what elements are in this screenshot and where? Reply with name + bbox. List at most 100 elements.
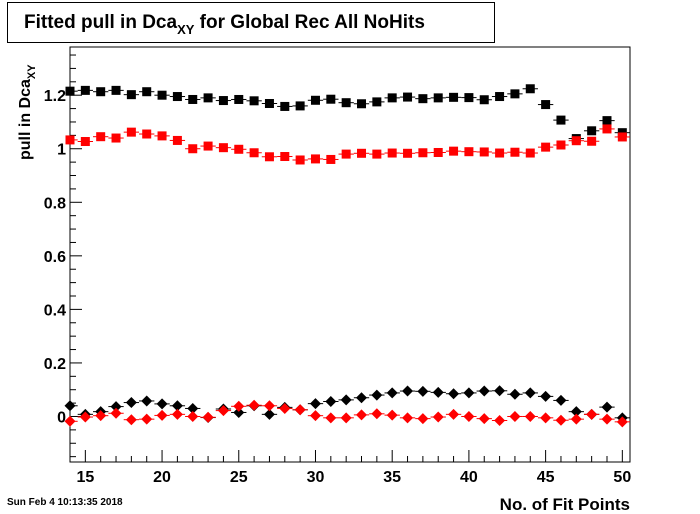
data-point [325, 395, 337, 407]
data-point [188, 94, 198, 104]
data-point [357, 148, 367, 158]
data-point [279, 402, 291, 414]
y-tick-label: 0 [57, 409, 66, 426]
chart-title-subscript: XY [177, 22, 195, 37]
chart-title-box: Fitted pull in DcaXY for Global Rec All … [7, 2, 495, 43]
data-point [540, 412, 552, 424]
x-axis-title: No. of Fit Points [500, 495, 630, 514]
data-point [371, 389, 383, 401]
data-points [64, 84, 630, 428]
data-point [432, 386, 444, 398]
x-tick-label: 35 [383, 469, 401, 486]
data-point [79, 411, 91, 423]
data-point [372, 149, 382, 159]
data-point [510, 147, 520, 157]
data-point [157, 90, 167, 100]
data-point [264, 98, 274, 108]
data-point [202, 411, 214, 423]
data-point [478, 413, 490, 425]
data-point [463, 410, 475, 422]
data-point [418, 148, 428, 158]
data-point [524, 410, 536, 422]
data-point [602, 116, 612, 126]
data-point [586, 408, 598, 420]
series-3 [64, 399, 630, 428]
data-point [263, 408, 275, 420]
data-point [340, 412, 352, 424]
y-tick-label: 0.2 [44, 356, 66, 373]
data-point [64, 415, 76, 427]
data-point [448, 388, 460, 400]
data-point [326, 154, 336, 164]
data-point [449, 146, 459, 156]
data-point [264, 152, 274, 162]
y-tick-label: 0.4 [44, 302, 66, 319]
data-point [309, 398, 321, 410]
data-point [402, 412, 414, 424]
data-point [541, 142, 551, 152]
data-point [372, 97, 382, 107]
data-point [525, 148, 535, 158]
data-point [203, 93, 213, 103]
data-point [218, 96, 228, 106]
data-point [371, 408, 383, 420]
data-point [141, 395, 153, 407]
data-point [417, 413, 429, 425]
data-point [402, 385, 414, 397]
data-point [125, 397, 137, 409]
data-point [326, 94, 336, 104]
data-point [495, 92, 505, 102]
data-point [295, 101, 305, 111]
data-point [403, 92, 413, 102]
data-point [571, 136, 581, 146]
data-point [233, 406, 245, 418]
y-axis-title: pull in DcaXY [17, 64, 38, 160]
data-point [263, 400, 275, 412]
data-point [495, 148, 505, 158]
data-point [417, 385, 429, 397]
plot-border [69, 46, 631, 463]
data-point [448, 408, 460, 420]
data-point [555, 414, 567, 426]
chart-title-suffix: for Global Rec All NoHits [194, 12, 425, 33]
data-point [111, 133, 121, 143]
data-point [126, 90, 136, 100]
data-point [249, 96, 259, 106]
data-point [587, 136, 597, 146]
data-point [433, 147, 443, 157]
data-point [110, 407, 122, 419]
data-point [188, 144, 198, 154]
data-point [525, 84, 535, 94]
data-point [478, 385, 490, 397]
x-axis: 15 20 25 30 35 40 45 50 [69, 450, 631, 486]
data-point [494, 415, 506, 426]
x-tick-label: 50 [613, 469, 631, 486]
data-point [541, 100, 551, 110]
data-point [294, 404, 306, 416]
data-point [463, 387, 475, 399]
data-point [218, 143, 228, 153]
data-point [64, 400, 76, 412]
data-point [126, 127, 136, 137]
y-tick-label: 1.2 [44, 88, 66, 105]
series-1 [65, 124, 630, 165]
data-point [80, 137, 90, 147]
data-point [524, 387, 536, 399]
data-point [142, 87, 152, 97]
data-point [418, 94, 428, 104]
data-point [111, 85, 121, 95]
data-point [479, 147, 489, 157]
data-point [356, 409, 368, 421]
data-point [95, 410, 107, 422]
data-point [141, 413, 153, 425]
y-tick-label: 1 [57, 142, 66, 159]
data-point [555, 394, 567, 406]
x-tick-label: 30 [307, 469, 325, 486]
data-point [171, 400, 183, 412]
data-point [325, 412, 337, 424]
data-point [172, 92, 182, 102]
data-point [310, 95, 320, 105]
data-point [341, 98, 351, 108]
y-axis-title-prefix: pull in Dca [17, 79, 34, 160]
